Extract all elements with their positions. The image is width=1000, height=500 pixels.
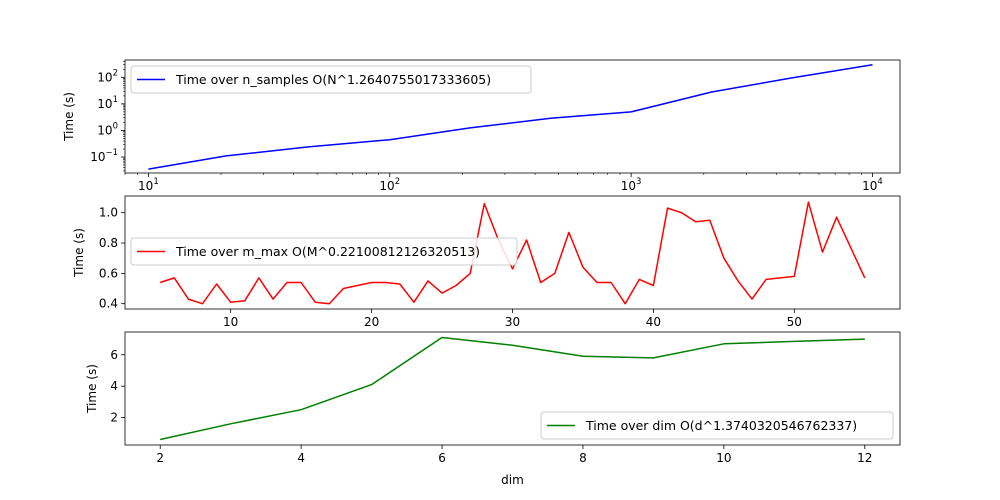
legend-frame [540, 411, 894, 440]
axes-frame [124, 195, 901, 310]
series-line [160, 336, 865, 441]
legend: Time over dim O(d^1.3740320546762337) [540, 411, 894, 440]
x-tick-label: 8 [579, 451, 587, 465]
x-tick-label: 104 [862, 177, 883, 193]
y-axis-label: Time (s) [72, 228, 86, 278]
x-axis-label: dim [501, 473, 524, 487]
x-tick-label: 20 [364, 315, 379, 329]
axes-frame [124, 331, 901, 446]
x-tick-label: 4 [297, 451, 305, 465]
x-tick-label: 50 [787, 315, 802, 329]
legend-label: Time over n_samples O(N^1.26407550173336… [175, 72, 491, 87]
y-tick-label: 101 [97, 95, 118, 111]
y-tick-label: 2 [110, 411, 118, 425]
x-tick-label: 2 [156, 451, 164, 465]
x-tick-label: 102 [379, 177, 400, 193]
x-tick-label: 30 [505, 315, 520, 329]
legend-label: Time over m_max O(M^0.22100812126320513) [175, 244, 480, 259]
x-tick-label: 12 [857, 451, 872, 465]
y-tick-label: 10−1 [90, 148, 118, 164]
legend: Time over n_samples O(N^1.26407550173336… [130, 65, 532, 94]
y-tick-label: 4 [110, 379, 118, 393]
y-tick-label: 100 [97, 121, 118, 137]
legend-label: Time over dim O(d^1.3740320546762337) [585, 418, 857, 433]
y-tick-label: 102 [97, 68, 118, 84]
subplot-3: 2 4 6 8 10 12 2 4 6 Time (s) dim Time over dim O(d^… [85, 331, 901, 487]
x-tick-label: 10 [223, 315, 238, 329]
y-tick-label: 1.0 [99, 206, 118, 220]
x-tick-label: 6 [438, 451, 446, 465]
axes-frame [124, 59, 901, 174]
legend-frame [130, 237, 518, 266]
series-line [159, 201, 866, 305]
y-tick-label: 6 [110, 348, 118, 362]
x-tick-label: 103 [621, 177, 642, 193]
x-tick-label: 10 [716, 451, 731, 465]
series-line [148, 63, 873, 170]
y-tick-label: 0.6 [99, 266, 118, 280]
y-axis-label: Time (s) [62, 92, 76, 142]
legend-frame [130, 65, 532, 94]
subplot-2: 10 20 30 40 50 0.4 0.6 0.8 1.0 Time (s) Time over … [72, 195, 901, 329]
y-axis-label: Time (s) [85, 364, 99, 414]
legend: Time over m_max O(M^0.22100812126320513) [130, 237, 518, 266]
y-tick-label: 0.8 [99, 236, 118, 250]
y-tick-label: 0.4 [99, 297, 118, 311]
subplot-1: 101 102 103 104 10−1 100 101 102 Time (s) Time ov… [62, 59, 901, 193]
x-tick-label: 101 [138, 177, 159, 193]
x-tick-label: 40 [646, 315, 661, 329]
